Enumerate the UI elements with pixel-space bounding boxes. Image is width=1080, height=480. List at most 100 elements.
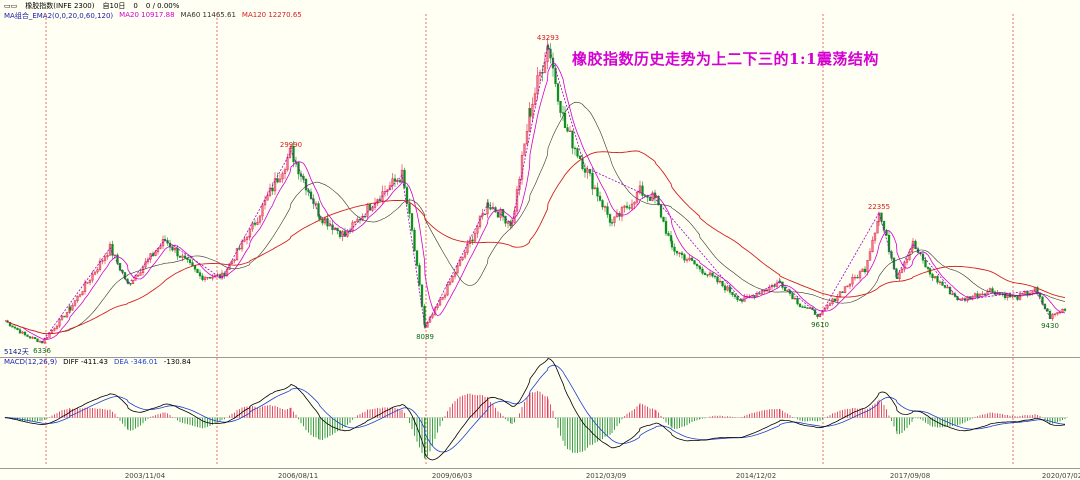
- candle-body: [941, 281, 944, 286]
- candle-body: [991, 288, 994, 293]
- candle-body: [50, 329, 54, 334]
- candle-body: [515, 189, 519, 212]
- candle-body: [448, 281, 452, 285]
- candle-body: [643, 195, 647, 197]
- candle-body: [583, 168, 587, 173]
- macd-legend-label[interactable]: MACD(12,26,9): [4, 358, 58, 366]
- candle-body: [73, 300, 77, 306]
- candle-body: [723, 285, 727, 291]
- candle-body: [876, 221, 879, 234]
- candle-body: [713, 275, 717, 278]
- candle-body: [436, 304, 439, 309]
- candle-body: [536, 75, 539, 94]
- swing-point-label: 22355: [868, 203, 890, 211]
- candle-body: [667, 233, 670, 236]
- candle-body: [1061, 308, 1064, 313]
- candle-body: [271, 187, 274, 192]
- candle-body: [576, 148, 579, 157]
- candle-body: [613, 216, 616, 223]
- candle-body: [403, 169, 406, 188]
- candle-body: [525, 131, 529, 145]
- candle-body: [638, 185, 642, 192]
- candle-body: [603, 206, 607, 208]
- candle-body: [281, 173, 284, 180]
- candle-body: [499, 208, 502, 218]
- menu-dots-icon[interactable]: ▭▭: [4, 2, 18, 10]
- candle-body: [753, 295, 756, 298]
- candle-body: [478, 215, 482, 228]
- candle-body: [926, 266, 930, 269]
- candle-body: [877, 212, 881, 222]
- candle-body: [571, 130, 574, 149]
- candle-body: [423, 306, 426, 325]
- candle-body: [680, 252, 684, 255]
- candle-body: [198, 272, 202, 277]
- candle-body: [914, 240, 917, 249]
- swing-point-label: 9610: [811, 321, 829, 329]
- candle-body: [628, 207, 631, 209]
- ma-legend-label[interactable]: MA组合_EMA2(0,0,20,0,60,120): [4, 12, 114, 20]
- candle-body: [317, 203, 320, 217]
- candle-body: [635, 192, 639, 203]
- candle-body: [233, 259, 236, 262]
- stat-value: 0: [133, 2, 138, 10]
- bars-count-label: 5142天: [4, 348, 29, 356]
- candle-body: [698, 266, 702, 270]
- candle-body: [861, 268, 864, 272]
- candle-body: [608, 214, 612, 223]
- candle-body: [873, 232, 877, 241]
- candle-body: [623, 205, 626, 208]
- candle-body: [563, 112, 567, 128]
- candle-body: [630, 203, 634, 209]
- candle-body: [193, 265, 197, 270]
- candle-body: [381, 191, 384, 201]
- candle-body: [506, 221, 510, 224]
- ma-legend: MA组合_EMA2(0,0,20,0,60,120) MA20 10917.88…: [4, 11, 302, 21]
- candle-body: [900, 268, 904, 273]
- candle-body: [708, 272, 712, 276]
- candle-body: [45, 337, 49, 339]
- candle-body: [336, 227, 339, 231]
- ma60-value: MA60 11465.61: [180, 11, 236, 19]
- candle-body: [538, 72, 542, 76]
- candle-body: [261, 204, 264, 217]
- period-selector[interactable]: 自10日: [102, 2, 126, 10]
- candle-body: [289, 146, 293, 149]
- candle-body: [1053, 313, 1057, 315]
- candle-body: [96, 269, 99, 273]
- candle-body: [297, 162, 300, 175]
- candle-body: [938, 281, 942, 284]
- candle-body: [171, 246, 174, 251]
- candle-body: [683, 254, 686, 261]
- candle-body: [711, 272, 714, 277]
- instrument-name: 橡胶指数(INFE 2300): [25, 2, 95, 10]
- candle-body: [981, 293, 984, 295]
- candle-body: [154, 251, 157, 257]
- candle-body: [103, 256, 107, 261]
- candle-body: [243, 239, 246, 242]
- candle-body: [276, 178, 279, 183]
- candle-body: [23, 331, 27, 336]
- candle-body: [356, 219, 359, 222]
- candle-body: [846, 285, 849, 288]
- candle-body: [129, 283, 132, 285]
- candle-body: [418, 265, 421, 286]
- ma20-line: [4, 62, 1066, 340]
- candle-body: [98, 260, 102, 270]
- candle-body: [688, 257, 691, 260]
- candle-body: [988, 288, 992, 292]
- candle-body: [451, 275, 454, 283]
- structure-zigzag: [41, 43, 1051, 343]
- candles: [6, 38, 1067, 344]
- chart-annotation: 橡胶指数历史走势为上二下三的1:1震荡结构: [572, 50, 879, 68]
- candle-body: [651, 192, 654, 201]
- candle-body: [951, 293, 954, 295]
- candle-body: [523, 143, 526, 156]
- candle-body: [690, 257, 694, 261]
- candle-body: [266, 195, 269, 201]
- swing-point-label: 6336: [33, 347, 51, 355]
- ma120-line: [4, 150, 1066, 335]
- candle-body: [388, 185, 392, 191]
- candle-body: [738, 299, 742, 301]
